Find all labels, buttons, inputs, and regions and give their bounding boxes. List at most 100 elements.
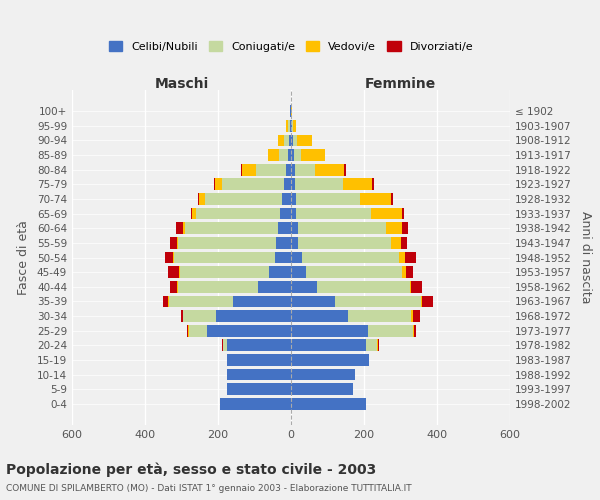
Bar bbox=[269, 266, 291, 278]
Bar bbox=[403, 222, 408, 234]
Bar bbox=[347, 310, 412, 322]
Bar bbox=[403, 266, 406, 278]
Bar bbox=[291, 281, 317, 292]
Bar bbox=[302, 252, 398, 264]
Bar bbox=[290, 120, 291, 132]
Bar bbox=[278, 134, 284, 146]
Bar bbox=[205, 193, 282, 205]
Bar bbox=[241, 164, 242, 175]
Bar bbox=[184, 222, 185, 234]
Bar bbox=[268, 149, 279, 161]
Bar bbox=[305, 266, 403, 278]
Bar bbox=[278, 222, 291, 234]
Bar bbox=[291, 310, 347, 322]
Bar bbox=[298, 237, 391, 248]
Bar bbox=[216, 310, 291, 322]
Bar bbox=[291, 354, 370, 366]
Text: COMUNE DI SPILAMBERTO (MO) - Dati ISTAT 1° gennaio 2003 - Elaborazione TUTTITALI: COMUNE DI SPILAMBERTO (MO) - Dati ISTAT … bbox=[6, 484, 412, 493]
Bar bbox=[174, 252, 275, 264]
Bar bbox=[297, 134, 312, 146]
Bar bbox=[184, 310, 216, 322]
Bar bbox=[293, 134, 297, 146]
Bar bbox=[335, 296, 421, 308]
Bar bbox=[223, 178, 284, 190]
Text: Popolazione per età, sesso e stato civile - 2003: Popolazione per età, sesso e stato civil… bbox=[6, 462, 376, 477]
Bar bbox=[386, 222, 403, 234]
Bar bbox=[377, 340, 378, 351]
Bar bbox=[291, 134, 293, 146]
Bar bbox=[291, 149, 294, 161]
Bar bbox=[223, 340, 227, 351]
Bar bbox=[412, 281, 422, 292]
Bar bbox=[220, 398, 291, 410]
Bar bbox=[372, 178, 374, 190]
Bar bbox=[291, 193, 296, 205]
Bar bbox=[282, 193, 291, 205]
Bar bbox=[422, 296, 433, 308]
Bar bbox=[288, 120, 290, 132]
Bar bbox=[185, 222, 278, 234]
Bar bbox=[227, 354, 291, 366]
Bar bbox=[293, 120, 296, 132]
Bar bbox=[178, 237, 277, 248]
Bar bbox=[286, 164, 291, 175]
Bar bbox=[294, 149, 301, 161]
Bar bbox=[197, 193, 199, 205]
Bar bbox=[256, 164, 286, 175]
Bar bbox=[317, 281, 410, 292]
Bar bbox=[366, 340, 377, 351]
Bar bbox=[344, 164, 346, 175]
Bar bbox=[163, 296, 168, 308]
Bar bbox=[405, 252, 416, 264]
Bar bbox=[182, 310, 184, 322]
Bar bbox=[187, 325, 188, 336]
Bar bbox=[415, 325, 416, 336]
Bar bbox=[189, 325, 207, 336]
Bar bbox=[410, 281, 412, 292]
Bar bbox=[291, 120, 292, 132]
Bar bbox=[413, 325, 415, 336]
Bar bbox=[368, 325, 413, 336]
Bar bbox=[298, 222, 386, 234]
Bar bbox=[275, 252, 291, 264]
Bar bbox=[291, 178, 295, 190]
Bar bbox=[168, 266, 179, 278]
Bar bbox=[280, 208, 291, 220]
Bar bbox=[277, 237, 291, 248]
Bar bbox=[291, 398, 366, 410]
Bar bbox=[291, 208, 296, 220]
Bar bbox=[177, 281, 178, 292]
Y-axis label: Fasce di età: Fasce di età bbox=[17, 220, 30, 295]
Bar bbox=[291, 325, 368, 336]
Bar bbox=[292, 120, 293, 132]
Bar bbox=[191, 208, 193, 220]
Bar bbox=[413, 310, 420, 322]
Bar bbox=[403, 208, 404, 220]
Bar bbox=[176, 222, 184, 234]
Bar bbox=[406, 266, 413, 278]
Bar bbox=[289, 134, 291, 146]
Bar bbox=[196, 208, 280, 220]
Bar bbox=[181, 310, 182, 322]
Bar bbox=[291, 369, 355, 380]
Bar bbox=[188, 325, 189, 336]
Bar bbox=[291, 266, 305, 278]
Bar bbox=[291, 252, 302, 264]
Bar bbox=[233, 296, 291, 308]
Bar bbox=[296, 193, 361, 205]
Text: Femmine: Femmine bbox=[365, 76, 436, 90]
Bar bbox=[242, 164, 256, 175]
Bar bbox=[284, 134, 289, 146]
Bar bbox=[193, 208, 196, 220]
Bar bbox=[296, 208, 371, 220]
Bar bbox=[166, 252, 173, 264]
Bar bbox=[227, 384, 291, 395]
Bar bbox=[295, 178, 343, 190]
Bar bbox=[258, 281, 291, 292]
Bar bbox=[295, 164, 315, 175]
Bar bbox=[291, 340, 366, 351]
Text: Maschi: Maschi bbox=[154, 76, 209, 90]
Bar bbox=[178, 281, 258, 292]
Bar bbox=[222, 340, 223, 351]
Bar bbox=[207, 325, 291, 336]
